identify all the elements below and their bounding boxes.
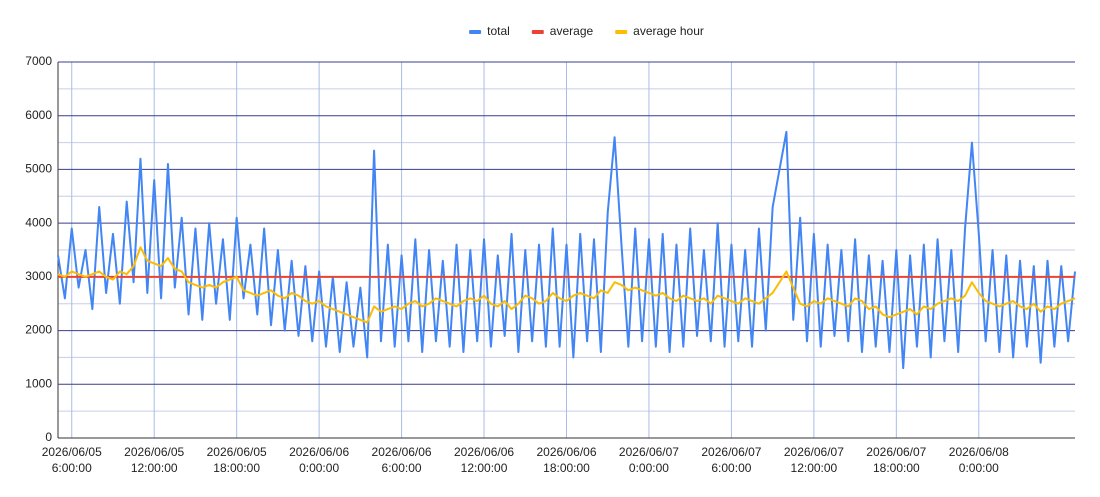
x-tick-label: 2026/06/07 12:00:00	[783, 445, 844, 475]
line-series	[57, 130, 1076, 370]
legend-swatch	[469, 30, 482, 34]
x-tick-label: 2026/06/08 0:00:00	[948, 445, 1009, 475]
y-tick-label: 4000	[25, 215, 52, 229]
x-tick-label: 2026/06/05 18:00:00	[206, 445, 267, 475]
y-tick-label: 6000	[25, 108, 52, 122]
y-tick-label: 0	[45, 430, 52, 444]
x-tick-label: 2026/06/07 6:00:00	[701, 445, 762, 475]
legend-label: average hour	[633, 24, 704, 38]
y-tick-label: 7000	[25, 54, 52, 68]
x-tick-label: 2026/06/06 6:00:00	[371, 445, 432, 475]
y-tick-label: 3000	[25, 269, 52, 283]
line-series	[57, 246, 1076, 324]
legend-label: average	[550, 24, 594, 38]
x-tick-label: 2026/06/05 6:00:00	[41, 445, 102, 475]
y-tick-label: 5000	[25, 162, 52, 176]
x-tick-label: 2026/06/06 18:00:00	[536, 445, 597, 475]
x-tick-label: 2026/06/06 0:00:00	[289, 445, 350, 475]
legend-label: total	[487, 24, 510, 38]
legend-swatch	[615, 30, 628, 34]
y-tick-label: 2000	[25, 323, 52, 337]
x-tick-label: 2026/06/05 12:00:00	[124, 445, 185, 475]
y-tick-label: 1000	[25, 376, 52, 390]
x-tick-label: 2026/06/06 12:00:00	[454, 445, 515, 475]
legend-swatch	[531, 30, 544, 34]
x-tick-label: 2026/06/07 18:00:00	[866, 445, 927, 475]
x-tick-label: 2026/06/07 0:00:00	[618, 445, 679, 475]
